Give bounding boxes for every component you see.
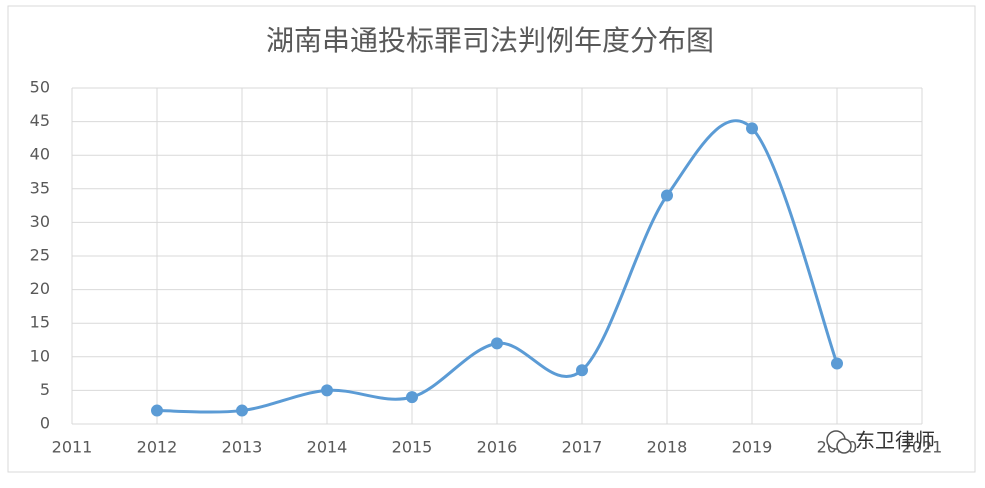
chart-title: 湖南串通投标罪司法判例年度分布图 <box>266 24 714 57</box>
point <box>321 384 333 397</box>
y-tick-label: 20 <box>30 279 50 298</box>
point <box>576 364 588 377</box>
x-tick-label: 2019 <box>732 438 773 457</box>
x-tick-label: 2018 <box>647 438 688 457</box>
y-tick-label: 15 <box>30 313 50 332</box>
point <box>661 189 673 202</box>
watermark-group: 东卫律师 <box>826 429 935 454</box>
chart-frame <box>7 5 976 473</box>
point <box>491 337 503 350</box>
point <box>746 122 758 135</box>
marks <box>151 119 843 417</box>
point <box>151 404 163 417</box>
point <box>406 391 418 404</box>
watermark-icon <box>836 438 852 454</box>
y-tick-label: 5 <box>40 380 50 399</box>
x-tick-label: 2013 <box>222 438 263 457</box>
x-tick-label: 2017 <box>562 438 603 457</box>
y-tick-label: 40 <box>30 145 50 164</box>
x-tick-label: 2012 <box>137 438 178 457</box>
grid: 0 5 10 15 20 25 30 35 40 45 50 2011 2012 2013 2014 2015… <box>30 78 943 457</box>
y-tick-label: 45 <box>30 111 50 130</box>
x-tick-label: 2016 <box>477 438 518 457</box>
x-tick-label: 2015 <box>392 438 433 457</box>
watermark: 东卫律师 <box>855 429 935 453</box>
point <box>236 404 248 417</box>
point <box>831 357 843 370</box>
y-tick-label: 10 <box>30 346 50 365</box>
y-tick-label: 25 <box>30 246 50 265</box>
x-tick-label: 2014 <box>307 438 348 457</box>
x-tick-label: 2011 <box>52 438 93 457</box>
y-tick-label: 35 <box>30 178 50 197</box>
y-tick-label: 50 <box>30 78 50 97</box>
y-tick-label: 0 <box>40 414 50 433</box>
x-tick-label: 2021 <box>902 438 943 457</box>
y-tick-label: 30 <box>30 212 50 231</box>
